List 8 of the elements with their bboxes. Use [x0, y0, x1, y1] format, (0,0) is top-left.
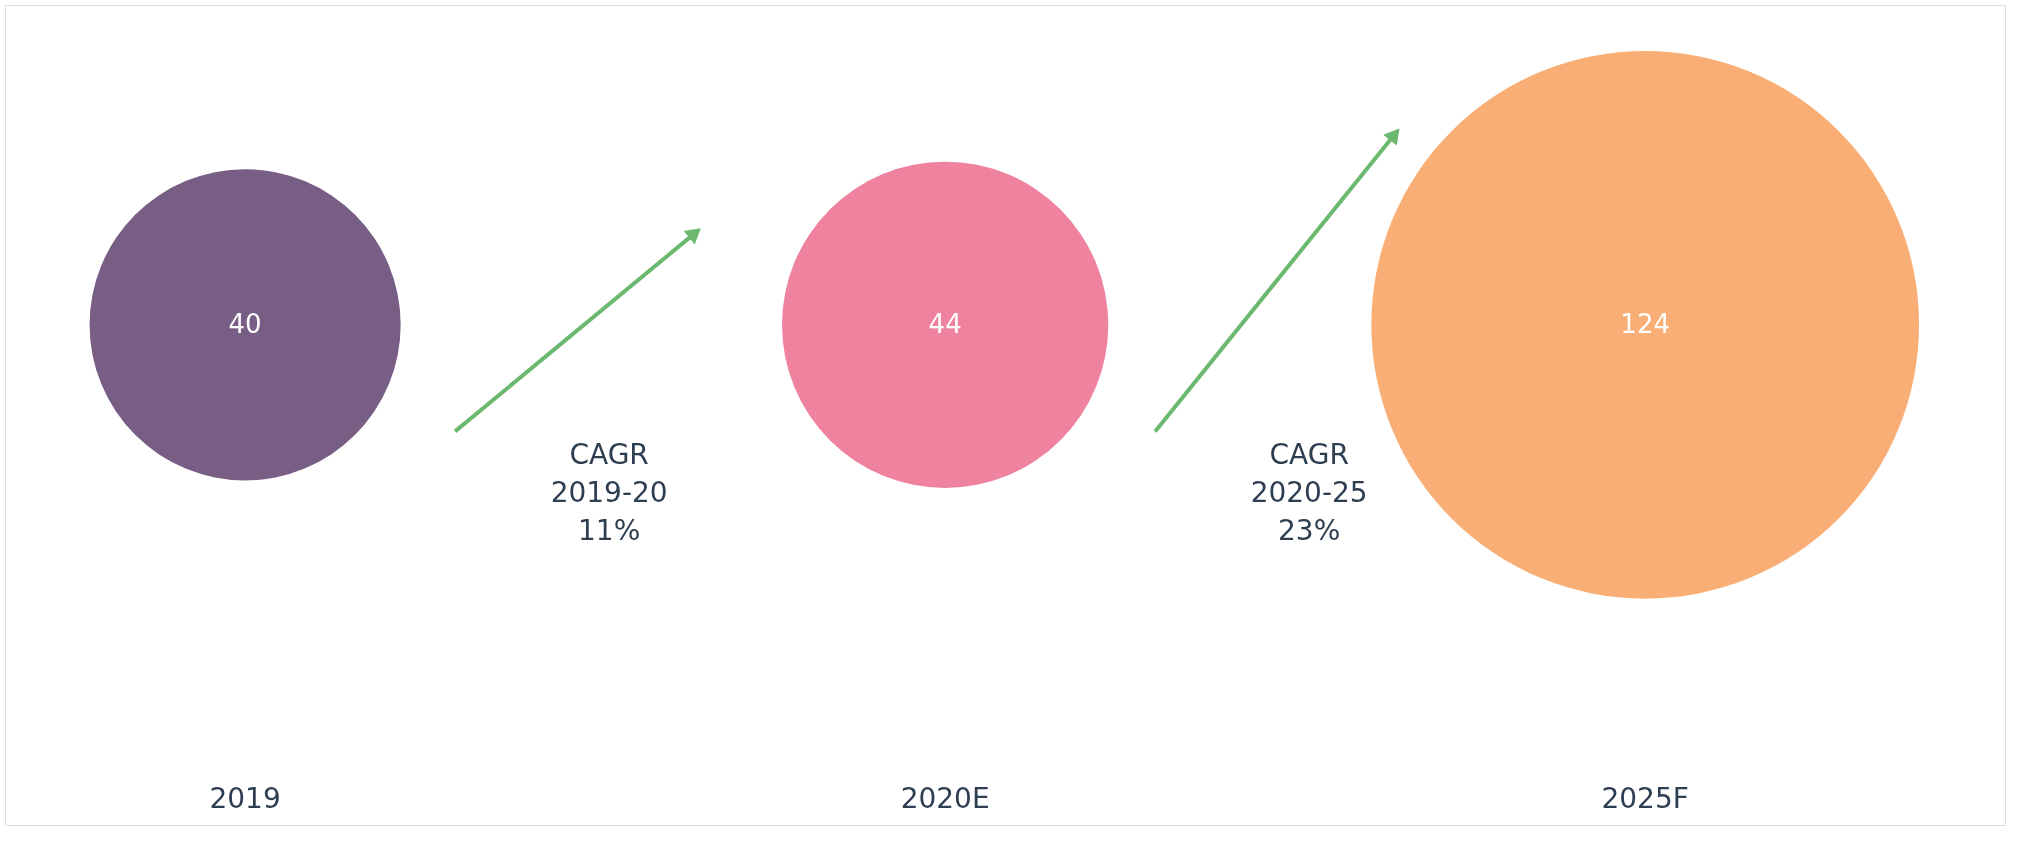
category-label: 2020E — [900, 782, 990, 816]
data-label: 44 — [928, 308, 962, 339]
text: CAGR 2020-25 23% — [1250, 438, 1368, 547]
data-label: 40 — [228, 308, 262, 339]
data-label: 124 — [1620, 308, 1670, 339]
category-label: 2025F — [1601, 782, 1689, 816]
category-label: 2019 — [209, 782, 281, 816]
text: CAGR 2019-20 11% — [550, 438, 668, 547]
